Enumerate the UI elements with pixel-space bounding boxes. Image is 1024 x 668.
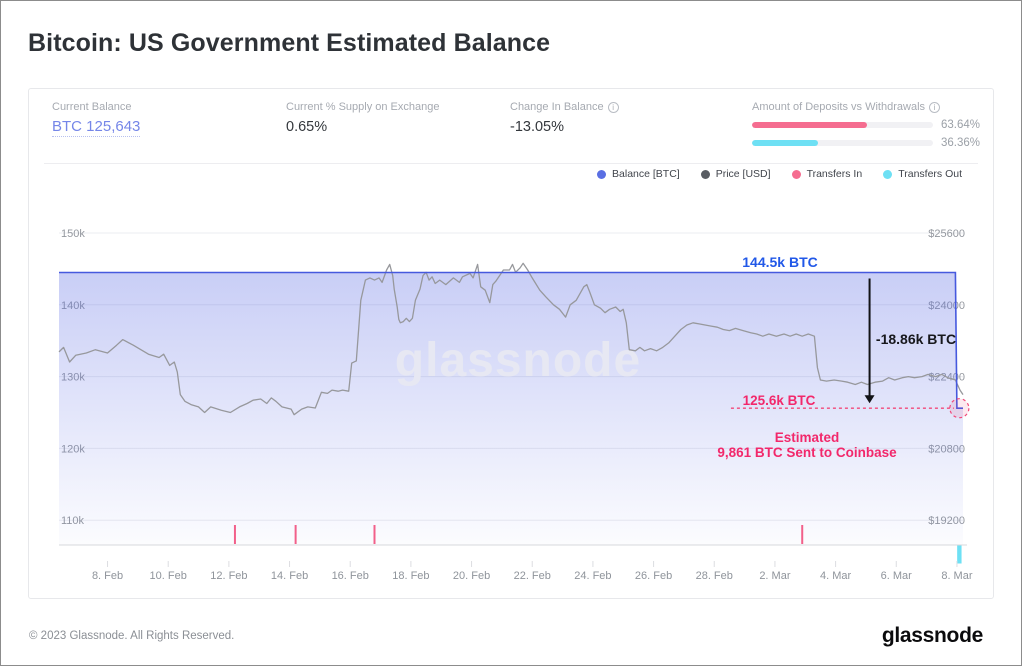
info-icon[interactable]: i [607, 101, 619, 113]
svg-text:22. Feb: 22. Feb [514, 570, 551, 582]
stat-deposits-vs-withdrawals: Amount of Deposits vs Withdrawals i 63.6… [752, 101, 980, 149]
legend-item-price[interactable]: Price [USD] [700, 168, 771, 180]
info-icon[interactable]: i [929, 101, 941, 113]
legend-item-transfers-out[interactable]: Transfers Out [883, 168, 962, 180]
svg-text:16. Feb: 16. Feb [332, 570, 369, 582]
stat-supply-label: Current % Supply on Exchange [286, 101, 440, 113]
deposits-pct: 63.64% [941, 119, 981, 131]
svg-text:10. Feb: 10. Feb [150, 570, 187, 582]
stat-change-label: Change In Balance [510, 101, 604, 113]
withdrawals-bar-track [752, 140, 933, 146]
transfers-out-dot-icon [883, 169, 893, 179]
deposits-bar-row: 63.64% [752, 119, 980, 131]
annotation-balance-drop: -18.86k BTC [875, 331, 957, 347]
stat-current-balance-label: Current Balance [52, 101, 132, 113]
svg-text:28. Feb: 28. Feb [696, 570, 733, 582]
svg-text:24. Feb: 24. Feb [574, 570, 611, 582]
withdrawals-bar-row: 36.36% [752, 137, 980, 149]
svg-text:26. Feb: 26. Feb [635, 570, 672, 582]
stat-deposits-label: Amount of Deposits vs Withdrawals [752, 101, 926, 113]
svg-text:8. Mar: 8. Mar [941, 570, 973, 582]
chart-legend: Balance [BTC] Price [USD] Transfers In T… [597, 168, 962, 180]
stat-change-value: -13.05% [510, 119, 565, 135]
svg-text:18. Feb: 18. Feb [392, 570, 429, 582]
svg-text:20. Feb: 20. Feb [453, 570, 490, 582]
price-series-dot-icon [700, 169, 710, 179]
balance-price-chart[interactable]: 150k$25600140k$24000130k$22400120k$20800… [29, 190, 995, 600]
chart-plot-area[interactable]: 150k$25600140k$24000130k$22400120k$20800… [29, 190, 995, 600]
svg-text:8. Feb: 8. Feb [92, 570, 123, 582]
chart-card: Current Balance BTC 125,643 Current % Su… [28, 88, 994, 599]
stat-change-in-balance: Change In Balance i -13.05% [510, 101, 619, 135]
balance-series-dot-icon [597, 169, 607, 179]
svg-text:4. Mar: 4. Mar [820, 570, 852, 582]
stats-divider [44, 163, 978, 164]
legend-item-transfers-in[interactable]: Transfers In [791, 168, 862, 180]
glassnode-watermark: glassnode [395, 334, 641, 387]
deposits-bar-track [752, 122, 933, 128]
page-title: Bitcoin: US Government Estimated Balance [28, 29, 551, 57]
copyright-text: © 2023 Glassnode. All Rights Reserved. [29, 630, 235, 642]
svg-text:150k: 150k [61, 228, 85, 240]
stat-supply-value: 0.65% [286, 119, 328, 135]
svg-text:6. Mar: 6. Mar [881, 570, 913, 582]
svg-text:$25600: $25600 [928, 228, 965, 240]
current-balance-link[interactable]: BTC 125,643 [52, 118, 141, 137]
svg-text:12. Feb: 12. Feb [210, 570, 247, 582]
stat-current-balance: Current Balance BTC 125,643 [52, 101, 141, 137]
svg-text:2. Mar: 2. Mar [759, 570, 791, 582]
svg-text:14. Feb: 14. Feb [271, 570, 308, 582]
annotation-current-balance: 125.6k BTC [742, 393, 816, 408]
glassnode-logo: glassnode [881, 624, 983, 647]
deposits-bar-fill [752, 122, 868, 128]
annotation-peak-balance: 144.5k BTC [742, 254, 818, 270]
withdrawals-pct: 36.36% [941, 137, 981, 149]
legend-item-balance[interactable]: Balance [BTC] [597, 168, 680, 180]
annotation-coinbase-note: Estimated 9,861 BTC Sent to Coinbase [717, 430, 897, 460]
transfers-in-dot-icon [791, 169, 801, 179]
withdrawals-bar-fill [752, 140, 818, 146]
stat-supply-on-exchange: Current % Supply on Exchange 0.65% [286, 101, 439, 135]
